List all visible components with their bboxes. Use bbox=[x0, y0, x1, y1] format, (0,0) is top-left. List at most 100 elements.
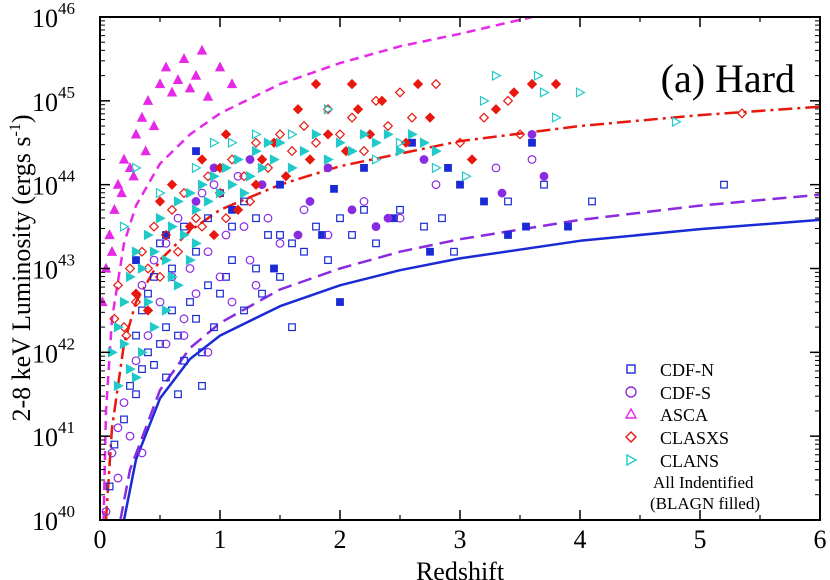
clans-blagn-point bbox=[185, 254, 196, 266]
clans-blagn-point bbox=[167, 271, 178, 283]
cdf-n-point bbox=[540, 180, 548, 189]
clasxs-blagn-point bbox=[220, 129, 232, 140]
clans-blagn-point bbox=[221, 162, 232, 174]
cdf-n-point bbox=[222, 272, 230, 281]
clans-point bbox=[491, 70, 502, 81]
cdf-n-blagn-point bbox=[528, 138, 536, 147]
clans-blagn-point bbox=[311, 129, 322, 140]
x-tick-label: 2 bbox=[334, 525, 347, 554]
cdf-s-point bbox=[221, 230, 231, 240]
cdf-s-blagn-point bbox=[371, 222, 381, 231]
clans-blagn-point bbox=[125, 363, 136, 375]
clans-blagn-point bbox=[383, 129, 394, 140]
clans-blagn-point bbox=[419, 137, 430, 149]
cdf-n-point bbox=[588, 197, 596, 206]
clasxs-point bbox=[478, 112, 490, 123]
clans-point bbox=[431, 162, 442, 174]
cdf-n-point bbox=[252, 214, 260, 223]
clasxs-point bbox=[334, 129, 346, 140]
clasxs-point bbox=[502, 95, 514, 106]
detection-limit-curves bbox=[102, 17, 820, 520]
y-tick-base: 10 bbox=[32, 4, 58, 33]
y-axis-label: 2-8 keV Luminosity (ergs s-1) bbox=[7, 114, 36, 421]
clasxs-blagn-point bbox=[346, 78, 358, 90]
asca-point bbox=[142, 95, 154, 105]
cdf-n-point bbox=[312, 222, 320, 231]
cdf-s-point bbox=[155, 297, 165, 307]
cdf-s-point bbox=[263, 213, 273, 223]
legend-note-identified: All Indentified bbox=[653, 473, 754, 492]
clasxs-blagn-point bbox=[490, 104, 502, 115]
cdf-n-blagn-point bbox=[276, 180, 284, 189]
x-axis-label: Redshift bbox=[416, 557, 505, 580]
clasxs-point bbox=[112, 280, 124, 291]
cdf-s-point bbox=[395, 213, 405, 223]
clasxs-point bbox=[121, 330, 132, 341]
clans-blagn-point bbox=[119, 296, 130, 308]
cdf-n-point bbox=[174, 390, 182, 399]
legend-marker-clans bbox=[626, 453, 638, 467]
clans-blagn-point bbox=[173, 279, 184, 291]
clans-point bbox=[191, 162, 202, 174]
clans-blagn-point bbox=[173, 196, 184, 207]
y-tick-exponent: 45 bbox=[58, 83, 75, 102]
clasxs-blagn-point bbox=[550, 78, 562, 90]
cdf-n-point bbox=[198, 348, 206, 357]
clans-blagn-point bbox=[125, 271, 136, 283]
clans-blagn-point bbox=[185, 187, 196, 199]
cdf-n-point bbox=[720, 180, 728, 189]
clans-blagn-point bbox=[251, 145, 262, 157]
cdf-n-point bbox=[210, 323, 218, 332]
cdf-n-point bbox=[138, 365, 146, 373]
legend-entry-clasxs: CLASXS bbox=[625, 428, 729, 448]
clans-blagn-point bbox=[407, 129, 418, 140]
clans-blagn-point bbox=[113, 380, 124, 392]
clasxs-blagn-point bbox=[310, 78, 322, 90]
cdf-s-blagn-point bbox=[245, 155, 255, 164]
clans-blagn-point bbox=[431, 145, 442, 157]
clasxs-point bbox=[736, 108, 748, 119]
clasxs-point bbox=[172, 246, 184, 257]
clasxs-point bbox=[160, 229, 172, 241]
clasxs-point bbox=[118, 322, 130, 333]
cdf-n-point bbox=[438, 214, 446, 223]
y-axis-label-main: 2-8 keV Luminosity (ergs s bbox=[7, 136, 36, 421]
cdf-n-point bbox=[162, 373, 170, 382]
x-tick-label: 4 bbox=[574, 525, 587, 554]
x-tick-label: 0 bbox=[94, 525, 107, 554]
cdf-n-blagn-point bbox=[162, 231, 170, 239]
x-tick-label: 5 bbox=[694, 525, 707, 554]
cdf-s-blagn-point bbox=[497, 188, 507, 198]
clans-point bbox=[209, 137, 220, 149]
clasxs-blagn-point bbox=[232, 204, 244, 215]
clans-blagn-point bbox=[359, 129, 370, 140]
clasxs-blagn-point bbox=[412, 78, 424, 90]
clasxs-blagn-point bbox=[292, 104, 304, 115]
clans-point bbox=[539, 87, 550, 98]
clans-blagn-point bbox=[335, 137, 346, 149]
clans-blagn-point bbox=[227, 179, 238, 190]
clans-blagn-point bbox=[347, 145, 358, 157]
y-tick-base: 10 bbox=[32, 507, 58, 536]
clans-point bbox=[119, 221, 130, 232]
cdf-s-point bbox=[137, 448, 147, 458]
asca-point bbox=[104, 229, 115, 240]
cdf-n-blagn-point bbox=[522, 222, 530, 231]
clans-point bbox=[461, 170, 472, 182]
cdf-s-blagn-point bbox=[383, 213, 393, 223]
clans-blagn-point bbox=[143, 229, 154, 241]
clans-point bbox=[533, 70, 544, 81]
panel-label: (a) Hard bbox=[661, 56, 795, 101]
clans-point bbox=[479, 95, 490, 107]
cdf-n-point bbox=[162, 323, 170, 332]
cdf-n-point bbox=[252, 264, 260, 273]
asca-point bbox=[130, 128, 142, 139]
clans-blagn-point bbox=[197, 179, 208, 190]
cdf-s-point bbox=[209, 180, 219, 190]
y-tick-label: 1045 bbox=[32, 83, 75, 117]
clans-blagn-point bbox=[371, 137, 382, 149]
cdf-s-point bbox=[161, 339, 171, 349]
asca-point bbox=[148, 120, 160, 131]
legend-entry-cdf-s: CDF-S bbox=[625, 383, 711, 403]
